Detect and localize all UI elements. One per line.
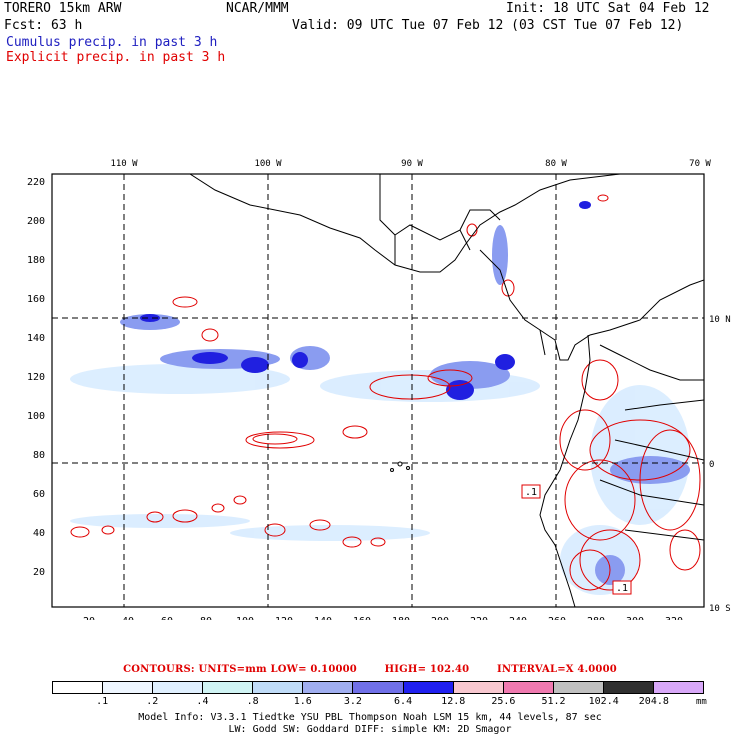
- color-scale-tick: 12.8: [441, 696, 466, 707]
- color-swatch: [53, 682, 104, 693]
- color-swatch: [453, 682, 504, 693]
- color-swatch: [103, 682, 154, 693]
- x-tick: 240: [509, 616, 527, 620]
- cumulus-legend: Cumulus precip. in past 3 h: [6, 35, 218, 50]
- longitude-labels: 110 W 100 W 90 W 80 W 70 W: [110, 159, 711, 169]
- lon-label: 70 W: [689, 159, 711, 169]
- x-tick: 200: [431, 616, 449, 620]
- lon-label: 80 W: [545, 159, 567, 169]
- color-scale-tick: .8: [246, 696, 259, 707]
- y-tick: 20: [33, 567, 45, 578]
- y-tick: 40: [33, 528, 45, 539]
- color-scale-tick: 102.4: [588, 696, 619, 707]
- color-scale-tick: .4: [196, 696, 209, 707]
- map-frame: [51, 173, 705, 608]
- color-scale-bar: [52, 681, 704, 694]
- contour-label-box: [612, 580, 632, 595]
- y-grid-labels: 220 200 180 160 140 120 100 80 60 40 20: [27, 177, 45, 578]
- color-scale-tick: .1: [96, 696, 109, 707]
- x-tick: 160: [353, 616, 371, 620]
- latitude-labels: 10 N 0 10 S: [709, 315, 731, 614]
- color-scale-labels: .1 .2 .4 .8 1.6 3.2 6.4 12.8 25.6 51.2 102.4 204.8: [52, 696, 704, 708]
- x-tick: 220: [470, 616, 488, 620]
- precip-map: .1 .1 110 W 100 W 90 W 80 W 70 W 10 N 0 …: [27, 159, 731, 620]
- color-scale-tick: 3.2: [343, 696, 362, 707]
- x-tick: 260: [548, 616, 566, 620]
- x-grid-labels: 20 40 60 80 100 120 140 160 180 200 220 …: [83, 616, 683, 620]
- color-scale-unit: mm: [696, 697, 707, 707]
- color-scale-tick: 1.6: [293, 696, 312, 707]
- y-tick: 220: [27, 177, 45, 188]
- lon-label: 90 W: [401, 159, 423, 169]
- x-tick: 300: [626, 616, 644, 620]
- color-scale-tick: 25.6: [491, 696, 516, 707]
- y-tick: 140: [27, 333, 45, 344]
- color-swatch: [503, 682, 554, 693]
- valid-time: Valid: 09 UTC Tue 07 Feb 12 (03 CST Tue …: [292, 18, 684, 33]
- color-scale-tick: 51.2: [541, 696, 566, 707]
- org-label: NCAR/MMM: [226, 1, 289, 16]
- lat-label: 0: [709, 460, 714, 470]
- color-swatch: [203, 682, 254, 693]
- color-swatch: [603, 682, 654, 693]
- y-tick: 80: [33, 450, 45, 461]
- color-swatch: [353, 682, 404, 693]
- y-tick: 200: [27, 216, 45, 227]
- color-swatch: [403, 682, 454, 693]
- x-tick: 140: [314, 616, 332, 620]
- lon-label: 110 W: [110, 159, 138, 169]
- color-swatch: [153, 682, 204, 693]
- color-swatch: [653, 682, 704, 693]
- y-tick: 100: [27, 411, 45, 422]
- lon-label: 100 W: [254, 159, 282, 169]
- explicit-legend: Explicit precip. in past 3 h: [6, 50, 226, 65]
- color-scale-tick: .2: [146, 696, 159, 707]
- x-tick: 60: [161, 616, 173, 620]
- contour-units: CONTOURS: UNITS=mm LOW= 0.10000: [123, 664, 357, 675]
- contour-label: .1: [525, 487, 537, 498]
- color-scale-tick: 204.8: [638, 696, 669, 707]
- init-time: Init: 18 UTC Sat 04 Feb 12: [506, 1, 710, 16]
- x-tick: 180: [392, 616, 410, 620]
- lat-label: 10 S: [709, 604, 731, 614]
- contour-label: .1: [616, 583, 628, 594]
- contour-info: CONTOURS: UNITS=mm LOW= 0.10000 HIGH= 10…: [0, 664, 740, 675]
- color-scale-tick: 6.4: [394, 696, 413, 707]
- x-tick: 80: [200, 616, 212, 620]
- x-tick: 40: [122, 616, 134, 620]
- model-title: TORERO 15km ARW: [4, 1, 122, 16]
- precip-field: [52, 174, 704, 607]
- model-physics: LW: Godd SW: Goddard DIFF: simple KM: 2D…: [228, 724, 512, 735]
- model-info: Model Info: V3.3.1 Tiedtke YSU PBL Thomp…: [138, 712, 602, 723]
- x-tick: 120: [275, 616, 293, 620]
- contour-label-box: [521, 484, 541, 499]
- x-tick: 320: [665, 616, 683, 620]
- x-tick: 100: [236, 616, 254, 620]
- color-swatch: [253, 682, 304, 693]
- forecast-hour: Fcst: 63 h: [4, 18, 83, 33]
- x-tick: 280: [587, 616, 605, 620]
- y-tick: 160: [27, 294, 45, 305]
- color-swatch: [553, 682, 604, 693]
- contour-high: HIGH= 102.40: [384, 664, 470, 675]
- y-tick: 60: [33, 489, 45, 500]
- lat-label: 10 N: [709, 315, 731, 325]
- contour-interval: INTERVAL=X 4.0000: [497, 664, 617, 675]
- color-swatch: [303, 682, 354, 693]
- y-tick: 120: [27, 372, 45, 383]
- x-tick: 20: [83, 616, 95, 620]
- y-tick: 180: [27, 255, 45, 266]
